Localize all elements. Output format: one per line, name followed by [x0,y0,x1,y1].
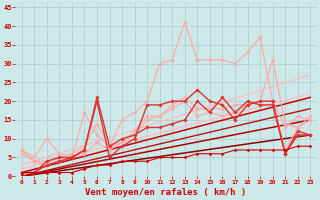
X-axis label: Vent moyen/en rafales ( km/h ): Vent moyen/en rafales ( km/h ) [85,188,247,197]
